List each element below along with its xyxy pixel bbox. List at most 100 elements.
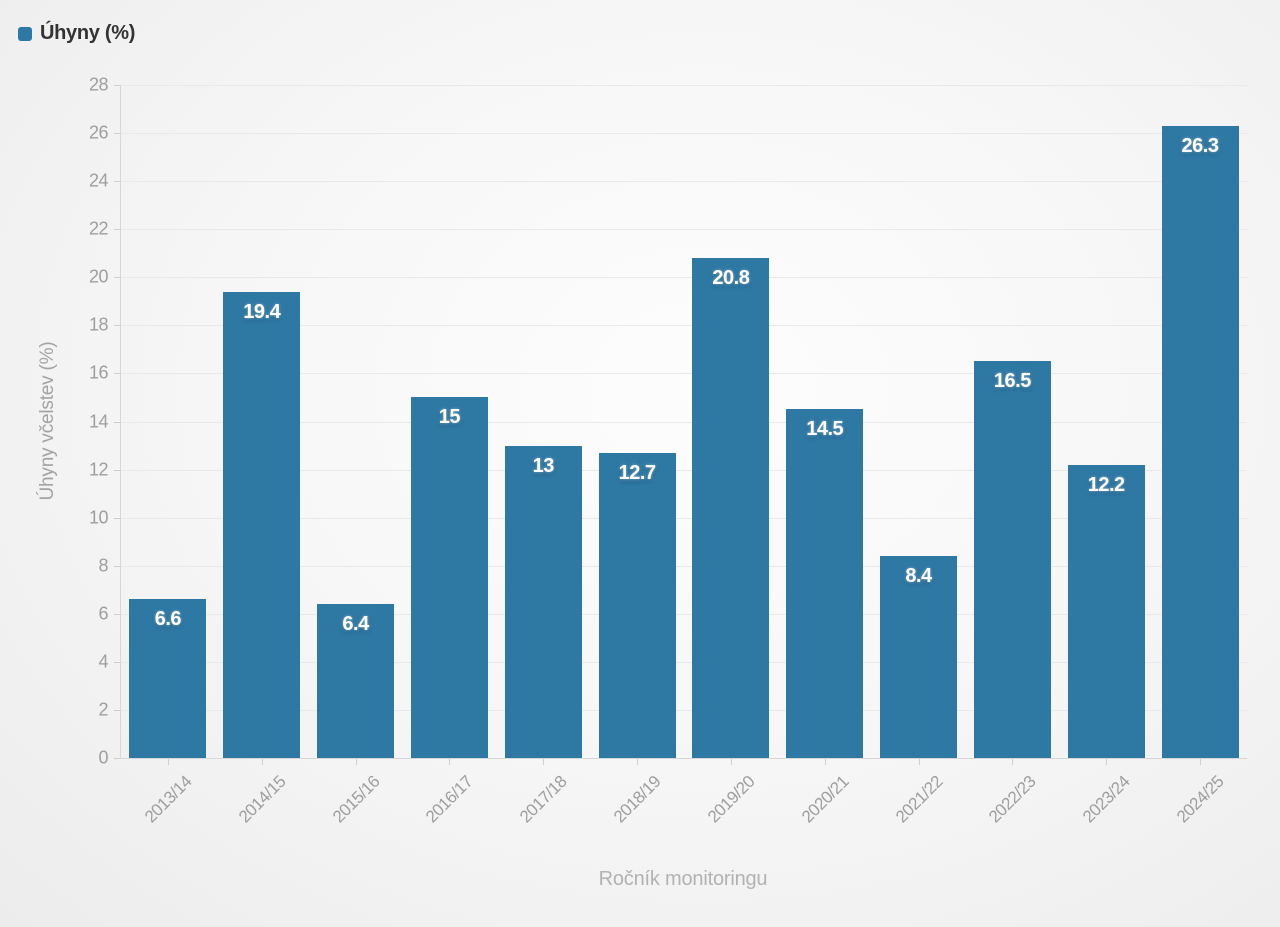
bar-2017/18[interactable]: 13 bbox=[504, 445, 582, 758]
gridline bbox=[121, 709, 1247, 711]
x-axis-tick bbox=[918, 759, 920, 765]
y-axis-tick bbox=[114, 229, 120, 231]
x-tick-label: 2018/19 bbox=[610, 772, 665, 827]
y-tick-label: 10 bbox=[88, 507, 109, 528]
y-tick-label: 16 bbox=[88, 362, 109, 383]
y-tick-label: 12 bbox=[88, 459, 109, 480]
y-tick-label: 24 bbox=[88, 170, 109, 191]
bar-slot: 20.8 bbox=[684, 85, 778, 758]
bar-2015/16[interactable]: 6.4 bbox=[317, 604, 395, 758]
x-tick-label: 2013/14 bbox=[140, 772, 196, 827]
x-axis-tick bbox=[1106, 759, 1108, 765]
gridline bbox=[121, 565, 1247, 567]
bar-value-label: 6.4 bbox=[342, 613, 369, 636]
x-axis-tick bbox=[167, 759, 169, 765]
y-axis-tick bbox=[114, 277, 120, 279]
y-axis-tick bbox=[114, 517, 120, 519]
bar-2014/15[interactable]: 19.4 bbox=[223, 291, 301, 758]
y-axis-tick bbox=[114, 661, 120, 663]
y-tick-label: 22 bbox=[88, 218, 109, 239]
bar-slot: 14.5 bbox=[778, 85, 872, 758]
bar-slot: 16.5 bbox=[965, 85, 1059, 758]
gridline bbox=[121, 421, 1247, 423]
x-axis-title: Ročník monitoringu bbox=[598, 868, 768, 890]
bar-series: 6.6 19.4 6.4 15 13 12.7 20.8 14.5 8.4 16.5 12.2 26.… bbox=[121, 85, 1247, 758]
bar-slot: 6.6 bbox=[121, 85, 215, 758]
bar-value-label: 6.6 bbox=[154, 608, 182, 631]
bar-value-label: 15 bbox=[438, 406, 461, 429]
legend-label: Úhyny (%) bbox=[40, 22, 136, 44]
bar-slot: 12.7 bbox=[590, 85, 684, 758]
gridline bbox=[121, 325, 1247, 327]
gridline bbox=[121, 373, 1247, 375]
y-tick-label: 8 bbox=[98, 555, 108, 576]
x-tick-label: 2023/24 bbox=[1079, 772, 1134, 827]
bar-2013/14[interactable]: 6.6 bbox=[129, 599, 207, 758]
bar-value-label: 12.7 bbox=[618, 461, 656, 484]
x-axis-tick bbox=[355, 759, 357, 765]
bar-slot: 12.2 bbox=[1059, 85, 1153, 758]
y-axis-tick bbox=[114, 613, 120, 615]
x-tick-label: 2024/25 bbox=[1173, 772, 1228, 827]
x-tick-label: 2015/16 bbox=[328, 772, 384, 827]
y-axis-tick bbox=[114, 85, 120, 86]
bar-value-label: 20.8 bbox=[712, 267, 750, 290]
x-tick-label: 2016/17 bbox=[422, 772, 477, 827]
gridline bbox=[121, 229, 1247, 231]
x-tick-label: 2017/18 bbox=[516, 772, 571, 827]
bar-slot: 8.4 bbox=[872, 85, 966, 758]
plot-area: 0 2 4 6 8 10 12 14 16 18 20 22 24 26 28 2013/14 2014/15… bbox=[89, 75, 1247, 826]
x-tick-label: 2021/22 bbox=[891, 772, 947, 827]
y-tick-label: 4 bbox=[98, 651, 108, 672]
x-axis-tick bbox=[730, 759, 732, 765]
bar-2019/20[interactable]: 20.8 bbox=[692, 258, 770, 758]
x-tick-label: 2014/15 bbox=[234, 772, 290, 827]
x-axis-tick bbox=[824, 759, 826, 765]
x-axis-tick bbox=[637, 759, 639, 765]
gridline bbox=[121, 133, 1247, 135]
bar-2016/17[interactable]: 15 bbox=[410, 397, 488, 758]
x-axis-tick bbox=[1200, 759, 1202, 765]
y-axis-tick bbox=[114, 469, 120, 471]
gridline bbox=[121, 277, 1247, 279]
y-tick-label: 26 bbox=[88, 122, 109, 143]
y-axis-tick bbox=[114, 758, 120, 759]
x-axis-tick bbox=[543, 759, 545, 765]
y-tick-label: 14 bbox=[88, 411, 109, 431]
legend-swatch-icon bbox=[18, 26, 32, 41]
y-axis-tick bbox=[114, 181, 120, 183]
legend-item[interactable]: Úhyny (%) bbox=[18, 22, 135, 45]
bar-value-label: 13 bbox=[532, 454, 555, 477]
gridline bbox=[121, 469, 1247, 471]
bar-value-label: 19.4 bbox=[243, 300, 281, 323]
bar-value-label: 14.5 bbox=[806, 418, 844, 441]
gridline bbox=[121, 613, 1247, 615]
bar-value-label: 26.3 bbox=[1181, 134, 1219, 157]
bar-2018/19[interactable]: 12.7 bbox=[598, 452, 676, 758]
gridline bbox=[121, 181, 1247, 183]
bar-2024/25[interactable]: 26.3 bbox=[1161, 125, 1239, 758]
y-axis-tick bbox=[114, 421, 120, 423]
bar-2021/22[interactable]: 8.4 bbox=[880, 556, 958, 758]
x-axis-tick bbox=[1012, 759, 1014, 765]
bar-value-label: 16.5 bbox=[993, 370, 1031, 393]
bar-slot: 13 bbox=[496, 85, 590, 758]
x-tick-label: 2019/20 bbox=[703, 772, 759, 827]
y-tick-label: 6 bbox=[98, 603, 108, 624]
x-axis-tick bbox=[449, 759, 451, 765]
bar-2023/24[interactable]: 12.2 bbox=[1067, 464, 1145, 758]
y-axis-tick bbox=[114, 373, 120, 375]
bar-2020/21[interactable]: 14.5 bbox=[786, 409, 864, 758]
gridline bbox=[121, 661, 1247, 663]
bar-value-label: 12.2 bbox=[1087, 473, 1125, 496]
bar-slot: 6.4 bbox=[309, 85, 403, 758]
bar-slot: 26.3 bbox=[1153, 85, 1247, 758]
y-tick-label: 18 bbox=[88, 314, 109, 335]
bar-slot: 15 bbox=[402, 85, 496, 758]
y-tick-label: 28 bbox=[88, 74, 109, 95]
y-axis-tick bbox=[114, 325, 120, 327]
bar-2022/23[interactable]: 16.5 bbox=[973, 361, 1051, 758]
y-axis-tick bbox=[114, 565, 120, 567]
gridline bbox=[121, 517, 1247, 519]
